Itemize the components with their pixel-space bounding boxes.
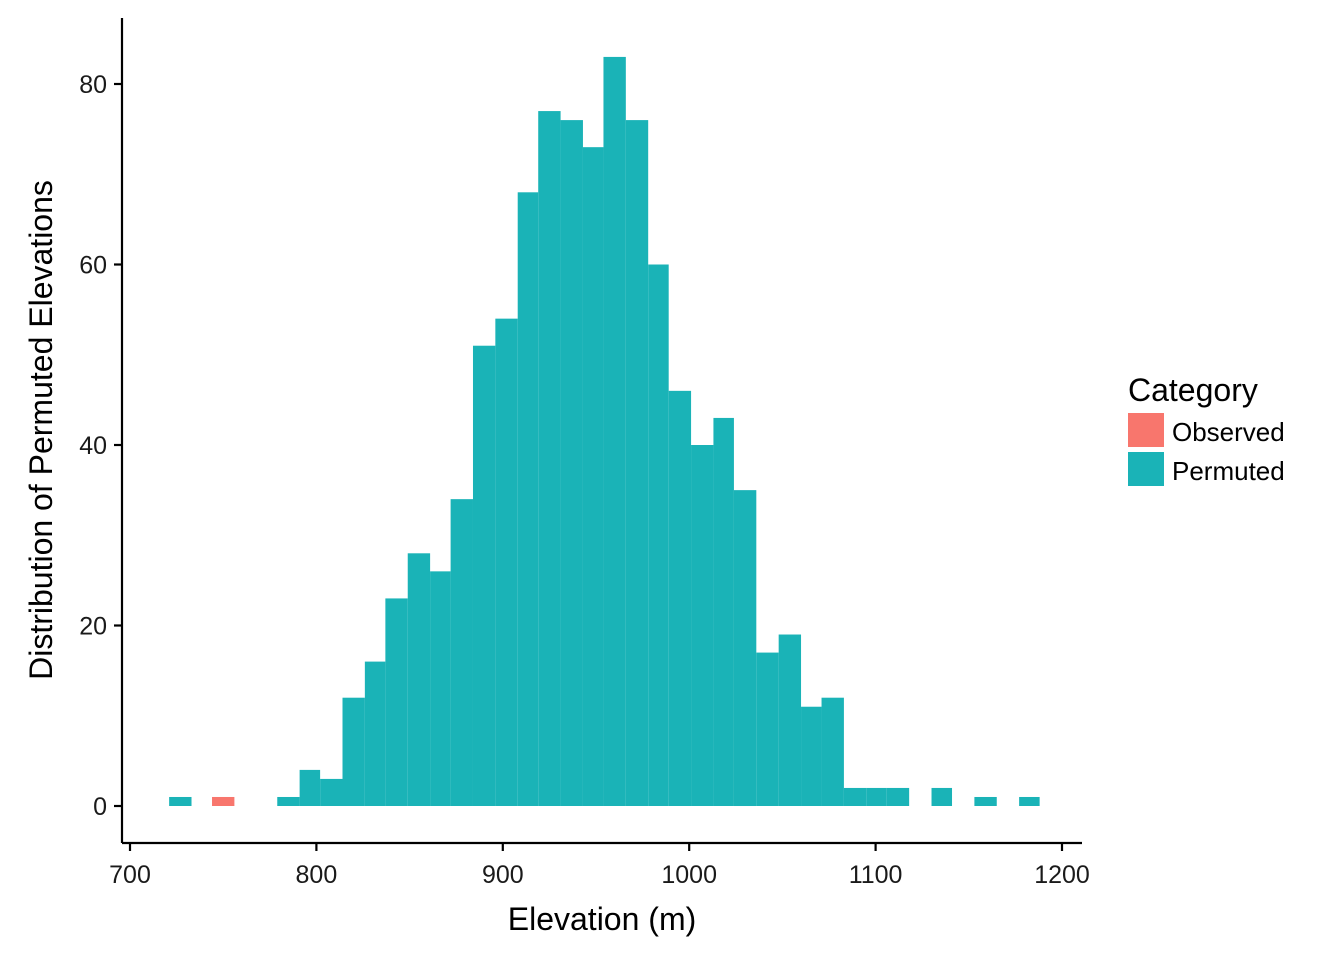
histogram-bar-observed-0: [212, 796, 235, 806]
x-tick-label-5: 1200: [1034, 861, 1090, 889]
histogram-bar-permuted-12: [517, 192, 539, 807]
histogram-bar-permuted-17: [625, 120, 649, 807]
histogram-bar-permuted-16: [603, 56, 626, 807]
legend-swatch-observed: [1128, 413, 1164, 447]
histogram-bar-permuted-7: [407, 553, 431, 806]
x-tick-label-1: 800: [296, 861, 338, 889]
histogram-bar-permuted-20: [691, 445, 714, 806]
x-axis-title: Elevation (m): [508, 901, 697, 937]
y-tick-label-4: 80: [79, 71, 107, 99]
y-tick-label-0: 0: [93, 793, 107, 821]
x-tick-label-3: 1000: [661, 861, 717, 889]
histogram-bar-permuted-11: [495, 318, 518, 806]
histogram-bar-permuted-13: [538, 111, 561, 806]
histogram-bar-permuted-0: [169, 796, 192, 806]
histogram-bar-permuted-24: [778, 634, 802, 806]
axes-layer: 700 800 900 1000 1100 1200 0 20 40 60 80: [79, 18, 1090, 889]
histogram-bar-permuted-15: [582, 147, 604, 807]
histogram-bar-permuted-1: [277, 796, 300, 806]
legend: Category Observed Permuted: [1128, 372, 1285, 486]
histogram-bar-permuted-18: [648, 264, 669, 806]
y-tick-label-1: 20: [79, 613, 107, 641]
histogram-bar-permuted-6: [385, 598, 408, 806]
histogram-bar-permuted-8: [430, 571, 451, 806]
histogram-bar-permuted-26: [821, 697, 844, 806]
legend-swatch-permuted: [1128, 452, 1164, 486]
histogram-bar-permuted-32: [1019, 796, 1040, 806]
histogram-bar-permuted-10: [472, 345, 496, 806]
histogram-bar-permuted-3: [320, 778, 343, 806]
y-axis-title: Distribution of Permuted Elevations: [23, 180, 59, 680]
histogram-bar-permuted-29: [886, 787, 910, 806]
legend-label-permuted: Permuted: [1172, 456, 1285, 486]
histogram-bar-permuted-2: [299, 769, 321, 806]
histogram-bar-permuted-5: [364, 661, 386, 806]
histogram-bar-permuted-21: [713, 417, 734, 806]
y-tick-label-3: 60: [79, 252, 107, 280]
histogram-bar-permuted-28: [866, 787, 887, 806]
bars-layer: [169, 56, 1040, 807]
legend-label-observed: Observed: [1172, 417, 1285, 447]
histogram-bar-permuted-19: [668, 390, 692, 806]
histogram-bar-permuted-23: [756, 652, 779, 806]
histogram-bar-permuted-31: [974, 796, 997, 806]
x-tick-label-0: 700: [109, 861, 151, 889]
histogram-bar-permuted-14: [560, 120, 583, 807]
x-tick-label-2: 900: [482, 861, 524, 889]
x-tick-label-4: 1100: [849, 861, 903, 889]
histogram-bar-permuted-30: [931, 787, 953, 806]
histogram-bar-permuted-9: [450, 499, 473, 806]
histogram-bar-permuted-4: [342, 697, 365, 806]
histogram-bar-permuted-27: [843, 787, 867, 806]
histogram-bar-permuted-22: [733, 490, 757, 807]
legend-title: Category: [1128, 372, 1258, 408]
histogram-bar-permuted-25: [801, 706, 822, 806]
y-tick-label-2: 40: [79, 432, 107, 460]
